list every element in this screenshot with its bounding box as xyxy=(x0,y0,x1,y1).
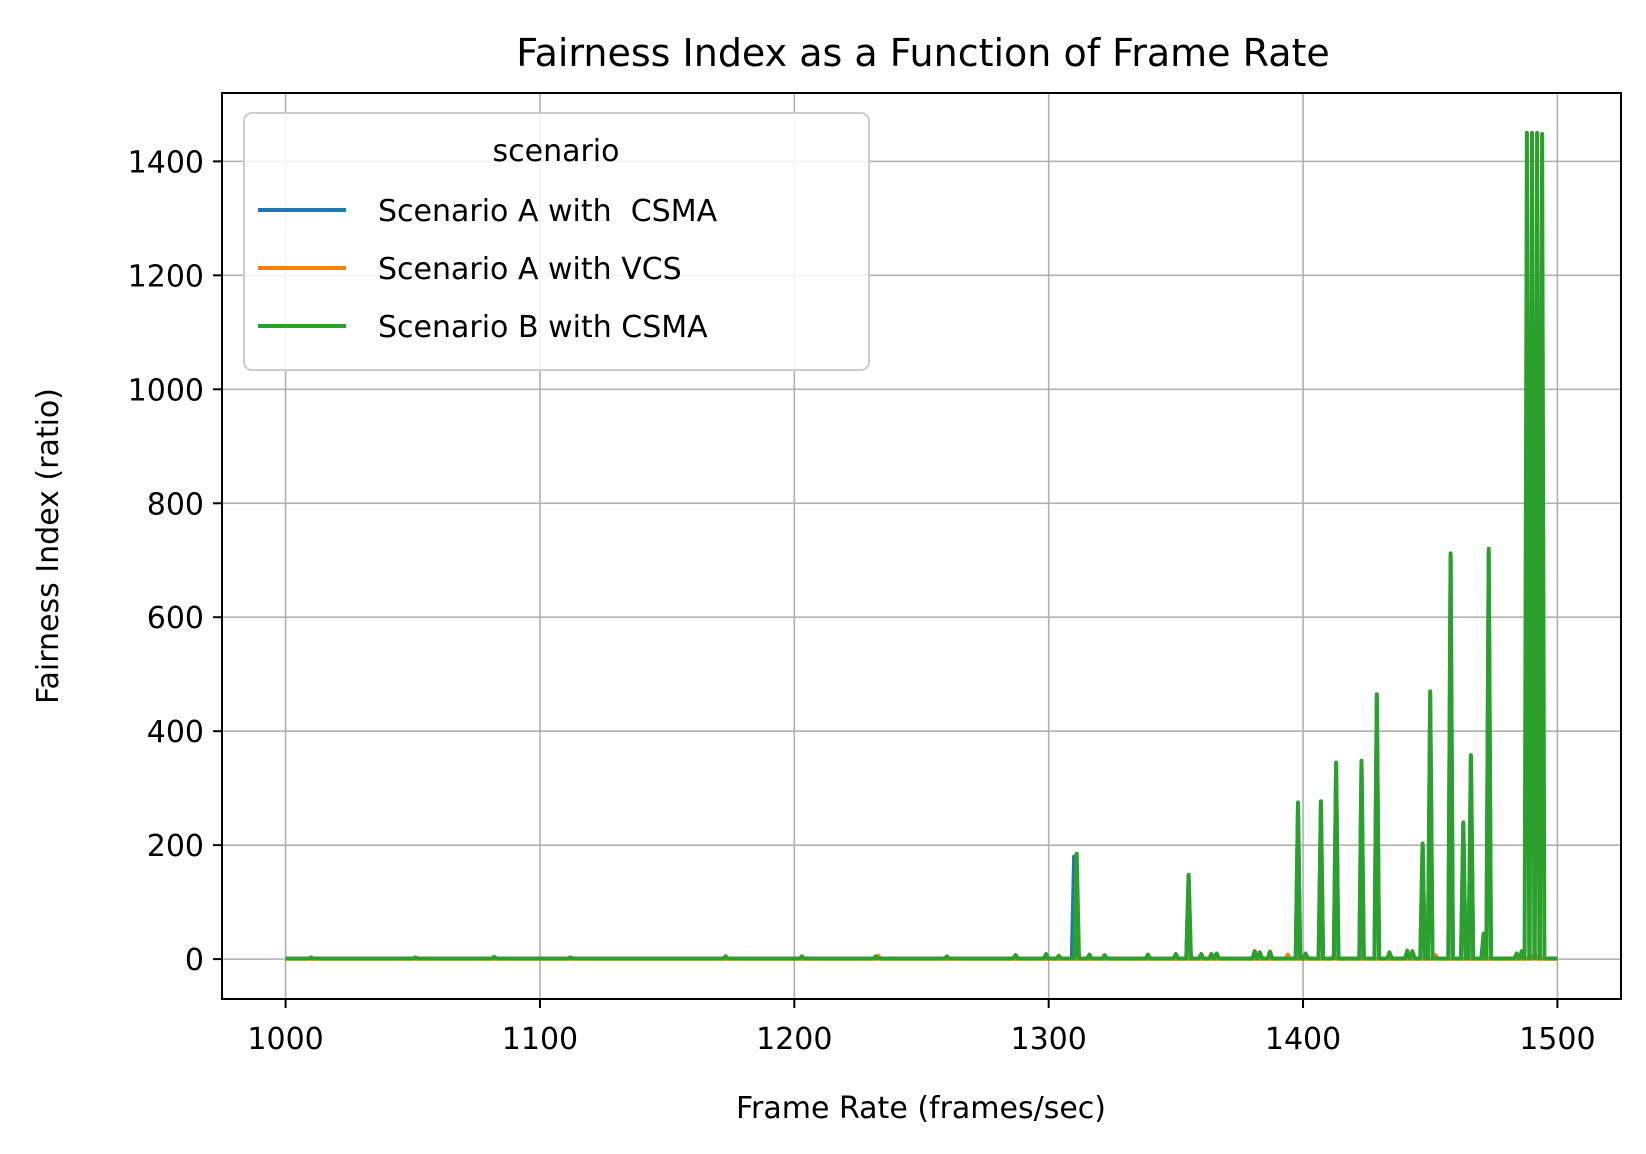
legend-title: scenario xyxy=(492,134,619,169)
legend-label: Scenario A with CSMA xyxy=(378,194,718,229)
chart-title: Fairness Index as a Function of Frame Ra… xyxy=(516,31,1330,75)
y-tick-label: 800 xyxy=(147,487,204,522)
y-tick-label: 1400 xyxy=(128,145,204,180)
y-tick-label: 200 xyxy=(147,829,204,864)
legend-box xyxy=(243,112,870,371)
legend-label: Scenario B with CSMA xyxy=(378,310,708,345)
y-axis-label: Fairness Index (ratio) xyxy=(31,388,66,704)
x-tick-label: 1300 xyxy=(1011,1022,1087,1057)
x-tick-label: 1200 xyxy=(756,1022,832,1057)
x-tick-label: 1000 xyxy=(247,1022,323,1057)
x-tick-label: 1100 xyxy=(502,1022,578,1057)
y-tick-label: 600 xyxy=(147,601,204,636)
x-axis-label: Frame Rate (frames/sec) xyxy=(736,1091,1106,1126)
legend: scenario Scenario A with CSMA Scenario A … xyxy=(243,112,870,371)
legend-label: Scenario A with VCS xyxy=(378,252,682,287)
series-group xyxy=(285,130,1558,961)
x-axis-ticks: 1000 1100 1200 1300 1400 1500 xyxy=(247,999,1596,1057)
y-axis-ticks: 0 200 400 600 800 1000 1200 1400 xyxy=(128,145,222,978)
series-line-3 xyxy=(285,130,1558,961)
x-tick-label: 1400 xyxy=(1265,1022,1341,1057)
y-tick-label: 0 xyxy=(185,943,204,978)
y-tick-label: 400 xyxy=(147,715,204,750)
plot-area-frame xyxy=(221,92,1622,1000)
x-tick-label: 1500 xyxy=(1519,1022,1595,1057)
y-tick-label: 1200 xyxy=(128,259,204,294)
grid xyxy=(222,93,1621,999)
series-line-1 xyxy=(285,549,1558,961)
y-tick-label: 1000 xyxy=(128,373,204,408)
